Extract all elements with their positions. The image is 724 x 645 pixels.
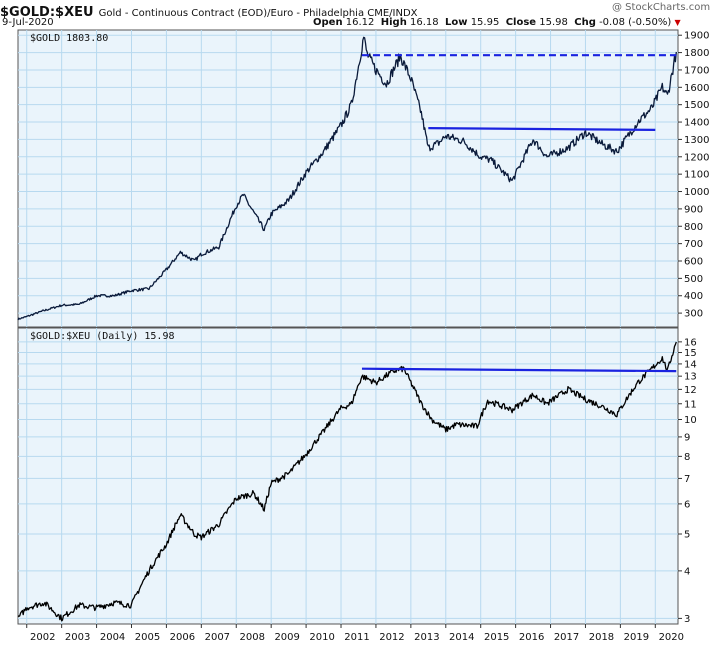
upper-ytick-label: 1200 [684,152,709,163]
chg-label: Chg [574,17,596,28]
xtick-label: 2020 [659,632,684,643]
xtick-label: 2005 [135,632,160,643]
upper-ytick-label: 1400 [684,118,709,129]
xtick-label: 2016 [519,632,544,643]
upper-ytick-label: 1700 [684,65,709,76]
close-label: Close [505,17,537,28]
lower-ytick-label: 6 [684,499,690,510]
upper-support-trendline [428,127,656,131]
xtick-label: 2010 [309,632,334,643]
xtick-label: 2011 [344,632,369,643]
chg-value: -0.08 (-0.50%) [599,17,672,28]
lower-ytick-label: 12 [684,385,697,396]
lower-ytick-label: 16 [684,337,697,348]
lower-ytick-label: 15 [684,348,697,359]
xtick-label: 2009 [274,632,299,643]
lower-ytick-label: 3 [684,614,690,625]
upper-ytick-label: 1000 [684,187,709,198]
xtick-label: 2006 [170,632,195,643]
upper-ytick-label: 900 [684,204,703,215]
upper-ytick-label: 500 [684,274,703,285]
ohlc-readout: Open 16.12 High 16.18 Low 15.95 Close 15… [313,17,681,28]
lower-plot-area [17,327,679,625]
upper-ytick-label: 1100 [684,170,709,181]
open-label: Open [313,17,343,28]
upper-ytick-label: 700 [684,239,703,250]
symbol-title: $GOLD:$XEU [0,5,94,20]
upper-panel: 300 400 500 600 700 800 900 1000 1100 1200 1300 140… [17,29,709,328]
lower-ytick-label: 7 [684,474,690,485]
date-label: 9-Jul-2020 [2,17,54,28]
low-label: Low [445,17,468,28]
upper-ytick-label: 1600 [684,83,709,94]
lower-ytick-label: 4 [684,566,690,577]
upper-ytick-label: 300 [684,309,703,320]
open-value: 16.12 [345,17,375,28]
upper-ytick-label: 1800 [684,48,709,59]
symbol-description: Gold - Continuous Contract (EOD)/Euro - … [98,8,418,19]
lower-ytick-label: 13 [684,372,697,383]
stockcharts-watermark[interactable]: @ StockCharts.com [612,2,711,13]
close-value: 15.98 [539,17,568,28]
low-value: 15.95 [470,17,500,28]
xtick-label: 2004 [100,632,125,643]
xtick-label: 2002 [30,632,55,643]
xtick-label: 2018 [589,632,614,643]
upper-plot-area [17,29,679,328]
x-axis: 2002 2003 2004 2005 2006 2007 2008 2009 2010 2011… [26,624,684,643]
upper-ytick-label: 800 [684,222,703,233]
upper-ytick-label: 1500 [684,100,709,111]
xtick-label: 2012 [379,632,404,643]
upper-price-line [17,36,677,321]
lower-ytick-label: 10 [684,415,697,426]
xtick-label: 2013 [414,632,439,643]
lower-ytick-label: 14 [684,359,697,370]
xtick-label: 2015 [484,632,509,643]
xtick-label: 2014 [449,632,474,643]
lower-legend: $GOLD:$XEU (Daily) 15.98 [30,331,175,342]
chart-header: $GOLD:$XEU Gold - Continuous Contract (E… [0,1,418,20]
high-value: 16.18 [410,17,439,28]
xtick-label: 2008 [240,632,265,643]
down-arrow-icon: ▼ [674,18,681,27]
upper-ytick-label: 400 [684,291,703,302]
upper-ytick-label: 600 [684,257,703,268]
xtick-label: 2019 [624,632,649,643]
lower-breakout-trendline [361,367,677,373]
lower-ytick-label: 9 [684,432,690,443]
lower-ytick-label: 11 [684,399,697,410]
upper-legend: $GOLD 1803.80 [30,33,108,44]
upper-ytick-label: 1300 [684,135,709,146]
xtick-label: 2007 [205,632,230,643]
lower-price-line [17,341,677,622]
upper-ytick-label: 1900 [684,31,709,42]
lower-ytick-label: 8 [684,452,690,463]
xtick-label: 2017 [554,632,579,643]
xtick-label: 2003 [65,632,90,643]
lower-ytick-label: 5 [684,530,690,541]
high-label: High [380,17,407,28]
